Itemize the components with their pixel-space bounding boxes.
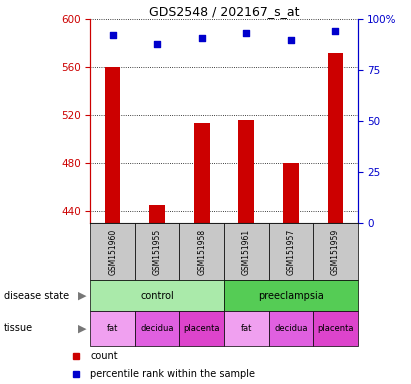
Bar [283, 163, 298, 223]
Text: tissue: tissue [4, 323, 33, 333]
Point [199, 35, 205, 41]
Bar [150, 205, 165, 223]
Point [154, 41, 161, 47]
Text: percentile rank within the sample: percentile rank within the sample [90, 369, 255, 379]
Point [109, 32, 116, 38]
Bar [135, 311, 180, 346]
Text: placenta: placenta [183, 324, 220, 333]
Text: GSM151955: GSM151955 [153, 228, 162, 275]
Bar [268, 311, 313, 346]
Title: GDS2548 / 202167_s_at: GDS2548 / 202167_s_at [149, 5, 299, 18]
Text: GSM151960: GSM151960 [108, 228, 117, 275]
Text: GSM151961: GSM151961 [242, 228, 251, 275]
Bar [180, 223, 224, 280]
Bar [90, 280, 224, 311]
Bar [313, 311, 358, 346]
Text: preeclampsia: preeclampsia [258, 291, 323, 301]
Text: fat: fat [240, 324, 252, 333]
Text: ▶: ▶ [78, 323, 86, 333]
Bar [180, 311, 224, 346]
Bar [268, 223, 313, 280]
Text: decidua: decidua [274, 324, 307, 333]
Bar [313, 223, 358, 280]
Text: control: control [140, 291, 174, 301]
Text: disease state: disease state [4, 291, 69, 301]
Bar [135, 223, 180, 280]
Text: ▶: ▶ [78, 291, 86, 301]
Bar [328, 53, 343, 223]
Bar [194, 123, 210, 223]
Bar [224, 280, 358, 311]
Bar [224, 223, 268, 280]
Bar [90, 223, 135, 280]
Text: GSM151957: GSM151957 [286, 228, 295, 275]
Text: placenta: placenta [317, 324, 353, 333]
Bar [90, 311, 135, 346]
Text: GSM151958: GSM151958 [197, 228, 206, 275]
Bar [105, 67, 120, 223]
Point [243, 30, 249, 36]
Point [287, 36, 294, 43]
Text: fat: fat [107, 324, 118, 333]
Text: count: count [90, 351, 118, 361]
Bar [238, 120, 254, 223]
Text: GSM151959: GSM151959 [331, 228, 340, 275]
Bar [224, 311, 268, 346]
Text: decidua: decidua [141, 324, 174, 333]
Point [332, 28, 339, 35]
